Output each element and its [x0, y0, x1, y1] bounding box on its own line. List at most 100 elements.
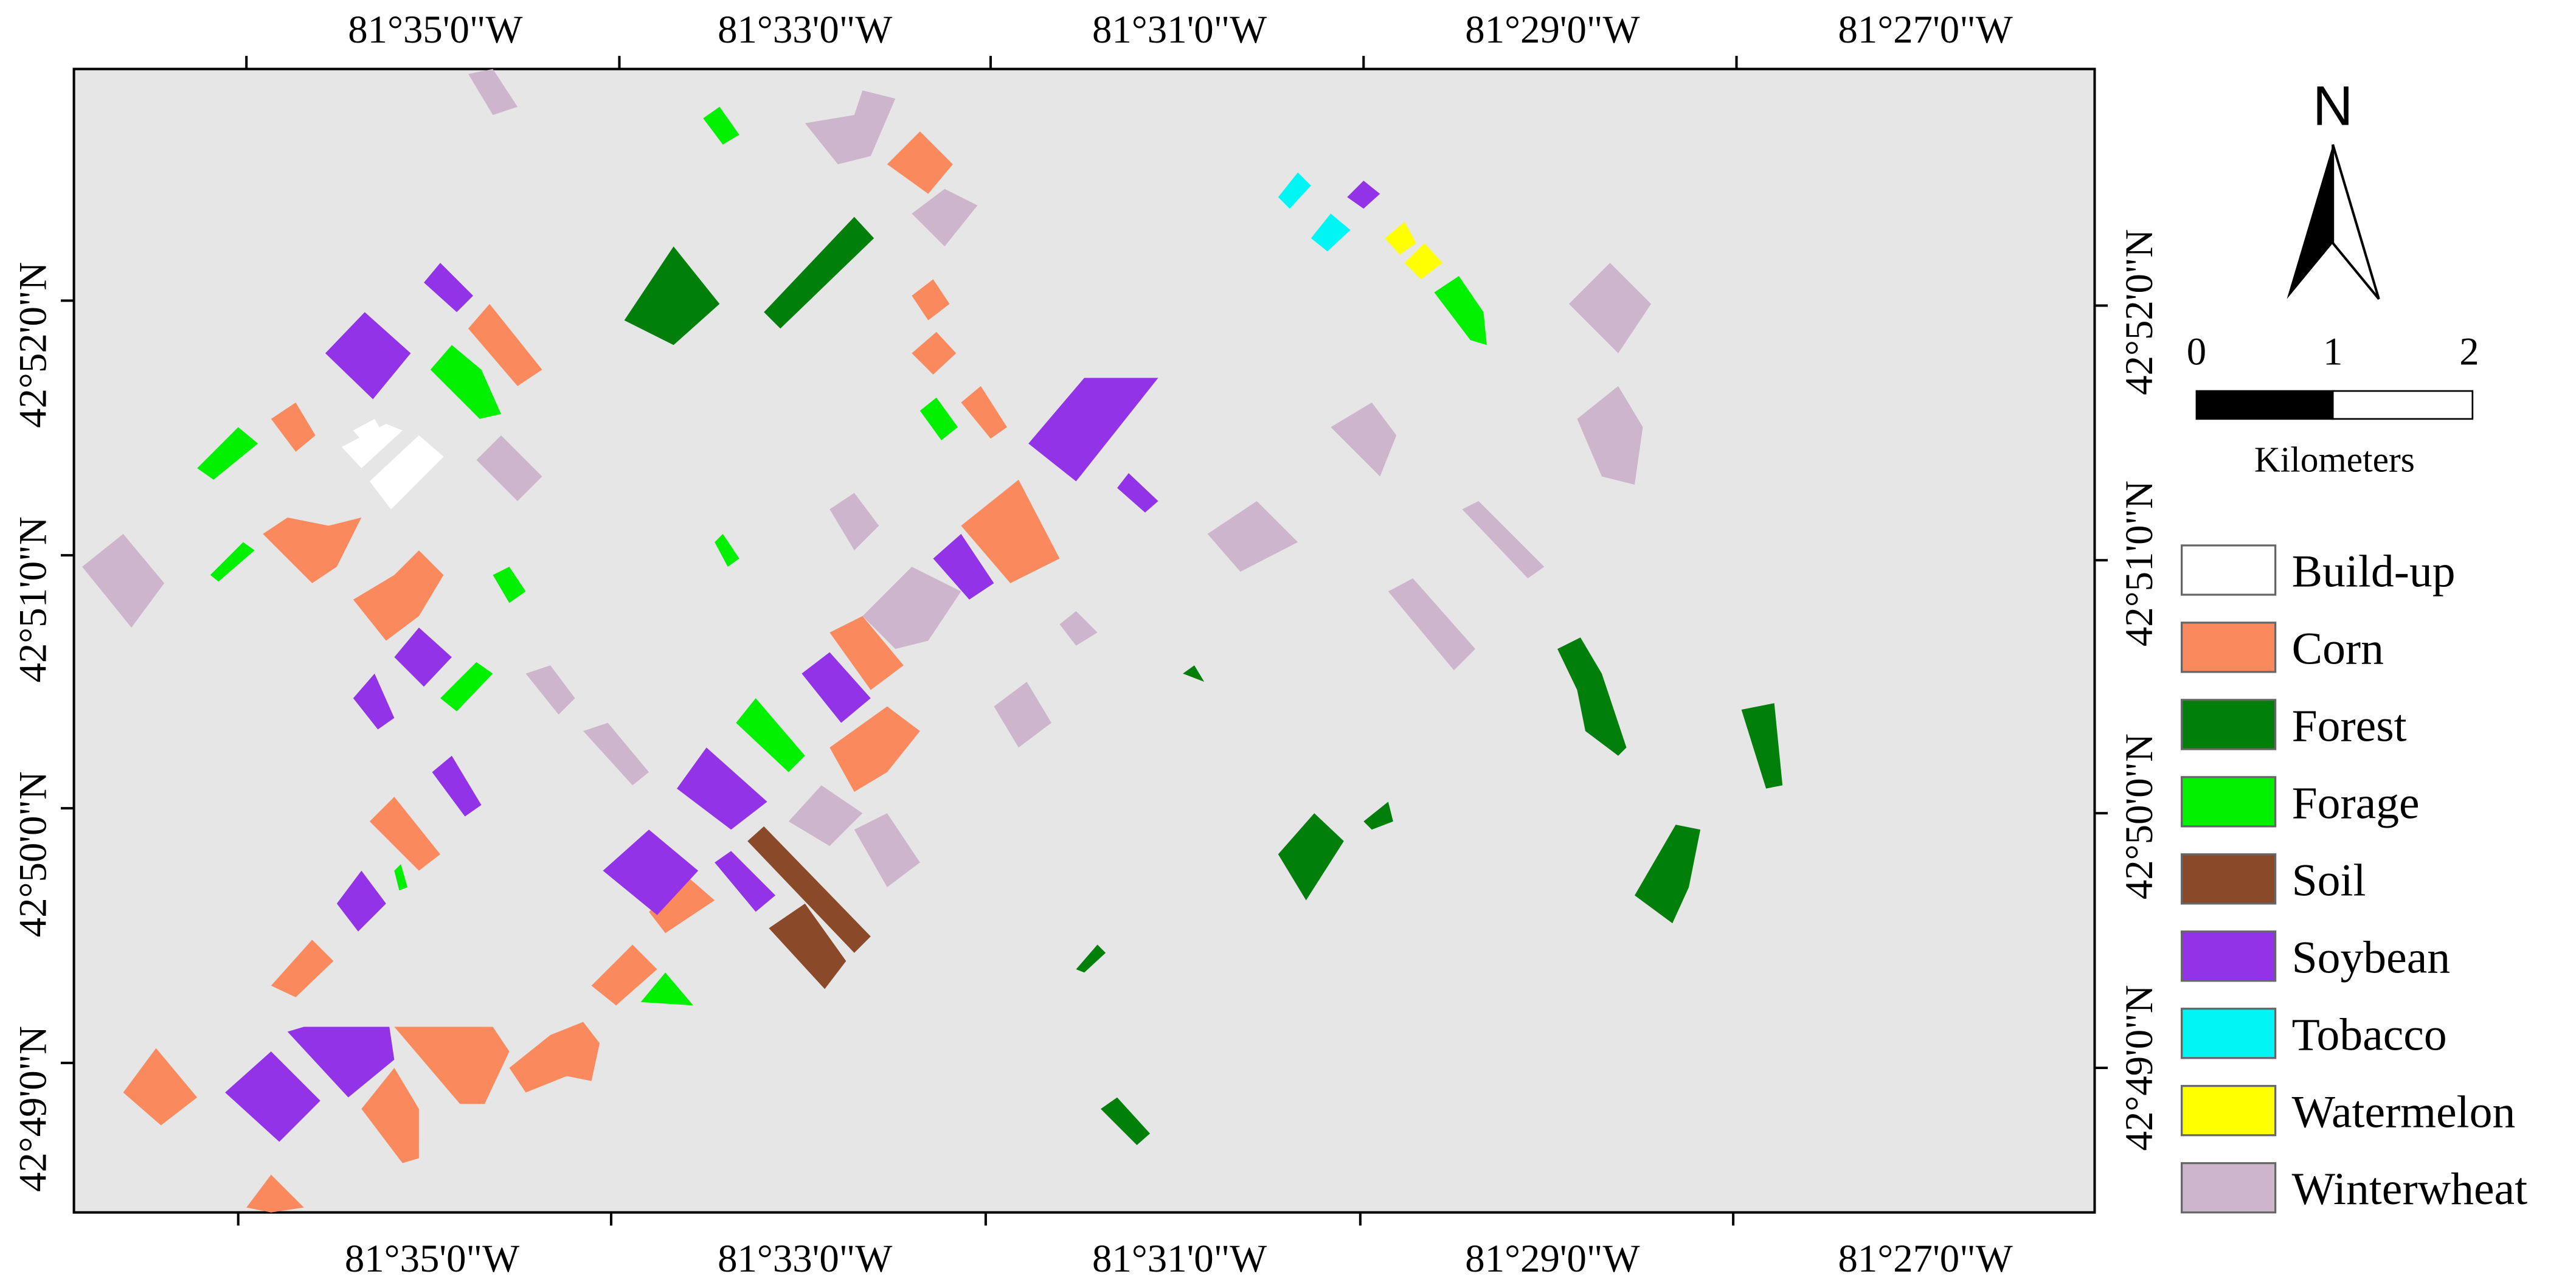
field-parcel [764, 216, 874, 329]
latitude-label: 42°51'0"N [2117, 480, 2161, 646]
field-parcel [933, 533, 994, 600]
scale-label: 1 [2323, 330, 2342, 374]
field-parcel [1434, 275, 1487, 345]
longitude-label: 81°31'0"W [1092, 8, 1267, 52]
scale-label: 2 [2459, 330, 2479, 374]
field-parcel [1059, 611, 1098, 646]
field-parcel [1557, 637, 1627, 756]
north-arrow-left [2287, 144, 2333, 299]
legend-swatch [2181, 853, 2277, 905]
longitude-label: 81°33'0"W [718, 1237, 893, 1281]
field-parcel [624, 246, 720, 345]
field-parcel [1101, 1097, 1151, 1145]
field-parcel [961, 479, 1060, 584]
field-parcel [225, 1051, 320, 1142]
latitude-label: 42°51'0"N [12, 517, 55, 683]
field-parcel [525, 665, 575, 715]
field-parcel [353, 673, 395, 730]
legend-label: Soybean [2292, 932, 2450, 983]
field-parcel [325, 312, 411, 400]
field-parcel [1028, 378, 1158, 482]
field-parcel [1385, 221, 1416, 255]
north-arrow-right [2332, 144, 2380, 300]
field-parcel [394, 1027, 510, 1104]
legend-swatch [2181, 930, 2277, 982]
field-parcel [123, 1048, 198, 1126]
field-parcel [476, 435, 542, 501]
field-parcel [715, 851, 776, 912]
field-parcel [263, 517, 362, 584]
field-parcel [432, 755, 482, 817]
field-parcel [369, 435, 444, 510]
field-parcel [591, 944, 657, 1006]
field-parcel [369, 797, 441, 871]
field-parcel [677, 747, 767, 830]
latitude-label: 42°52'0"N [12, 262, 55, 428]
graticule: 81°35'0"W 81°35'0"W 81°33'0"W 81°33'0"W 81°3… [12, 8, 2161, 1281]
field-parcel [829, 706, 920, 792]
longitude-label: 81°27'0"W [1838, 8, 2013, 52]
field-parcel [703, 106, 739, 145]
legend-swatch [2181, 1008, 2277, 1059]
field-parcel [1076, 944, 1106, 973]
field-parcel [887, 131, 953, 194]
legend-label: Corn [2292, 623, 2384, 674]
field-parcel [1388, 578, 1475, 671]
field-parcel [1311, 213, 1351, 252]
legend-swatch [2181, 1162, 2277, 1214]
field-parcel [736, 698, 805, 772]
field-parcel [271, 940, 334, 997]
field-parcel [1278, 813, 1344, 901]
field-parcel [854, 813, 920, 887]
field-parcel [715, 533, 739, 567]
scale-bar-black [2195, 390, 2334, 420]
field-parcel [394, 864, 407, 891]
legend-label: Watermelon [2292, 1087, 2516, 1137]
legend-label: Forest [2292, 701, 2407, 751]
field-parcel [287, 1027, 395, 1098]
longitude-label: 81°29'0"W [1465, 8, 1640, 52]
field-parcel [912, 189, 978, 247]
field-parcel [649, 879, 715, 933]
field-parcel [353, 550, 444, 641]
field-parcel [361, 1067, 419, 1163]
latitude-label: 42°50'0"N [12, 771, 55, 937]
field-parcel [829, 493, 879, 551]
field-parcel [829, 616, 904, 690]
field-parcel [805, 90, 896, 165]
legend-swatch [2181, 544, 2277, 596]
field-parcel [468, 303, 542, 386]
field-parcel [353, 418, 381, 441]
scale-unit: Kilometers [2254, 439, 2415, 479]
fields [82, 69, 1783, 1213]
field-parcel [640, 972, 694, 1006]
field-parcel [1635, 825, 1701, 924]
field-parcel [1462, 500, 1545, 578]
field-parcel [912, 279, 950, 320]
field-parcel [1577, 386, 1643, 485]
longitude-label: 81°33'0"W [718, 8, 893, 52]
field-parcel [210, 542, 255, 582]
scale-label: 0 [2187, 330, 2206, 374]
field-parcel [802, 652, 871, 723]
field-parcel [1183, 665, 1205, 682]
field-parcel [1568, 263, 1652, 353]
longitude-label: 81°29'0"W [1465, 1237, 1640, 1281]
legend-swatch [2181, 1085, 2277, 1137]
field-parcel [747, 826, 871, 953]
field-parcel [336, 870, 386, 932]
field-parcel [769, 903, 847, 989]
longitude-label: 81°35'0"W [345, 1237, 520, 1281]
legend-label: Soil [2292, 855, 2366, 905]
field-parcel [1741, 703, 1783, 789]
field-parcel [1207, 500, 1298, 572]
field-parcel [430, 345, 501, 419]
field-parcel [82, 533, 165, 628]
field-parcel [341, 423, 403, 468]
field-parcel [961, 386, 1008, 439]
field-parcel [271, 402, 316, 452]
field-parcel [246, 1174, 304, 1213]
legend-label: Tobacco [2292, 1009, 2447, 1060]
field-parcel [493, 567, 526, 603]
